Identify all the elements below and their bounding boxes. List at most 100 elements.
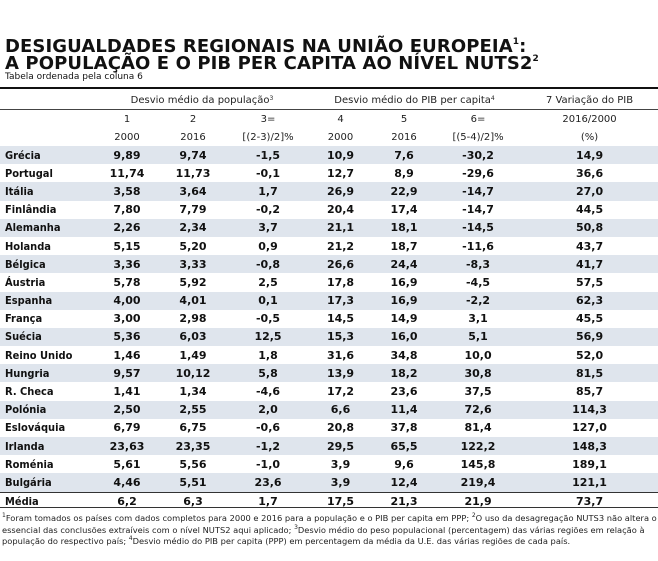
country-cell: Roménia	[5, 457, 54, 471]
col-subheader: 2016	[391, 131, 417, 143]
value-cell: 57,5	[575, 275, 604, 289]
value-cell: 2,98	[179, 312, 207, 326]
value-cell: 5,36	[96, 327, 158, 347]
value-cell: 14,9	[390, 312, 418, 326]
value-cell: 2,0	[228, 400, 309, 419]
value-cell: 10,9	[308, 146, 374, 165]
footnote-3: Desvio médio do peso populacional (perce…	[2, 524, 645, 547]
col-subheader: (%)	[580, 131, 599, 143]
value-cell: 3,36	[96, 255, 158, 274]
value-cell: 26,6	[308, 255, 374, 274]
value-cell: 24,4	[373, 255, 436, 274]
value-cell: 10,12	[158, 364, 228, 383]
value-cell: 1,46	[113, 348, 141, 362]
value-cell: -0,1	[255, 166, 281, 180]
value-cell: 6,3	[158, 491, 228, 511]
header-group-row: Desvio médio da população3 Desvio médio …	[0, 91, 658, 110]
table-row: Finlândia 7,80 7,79 -0,2 20,4 17,4 -14,7 44,5	[0, 201, 658, 219]
value-cell: 13,9	[308, 364, 374, 383]
value-cell: 23,6	[228, 473, 309, 493]
title-line-1: DESIGUALDADES REGIONAIS NA UNIÃO EUROPEI…	[5, 36, 527, 57]
title-line-2: A POPULAÇÃO E O PIB PER CAPITA AO NÍVEL …	[5, 53, 539, 74]
value-cell: 0,1	[228, 291, 309, 310]
value-cell: 5,20	[179, 239, 207, 253]
value-cell: 3,1	[468, 312, 488, 326]
value-cell: 37,5	[464, 385, 492, 399]
value-cell: 3,00	[113, 312, 141, 326]
value-cell: 41,7	[521, 255, 658, 274]
country-cell: Bélgica	[0, 255, 96, 274]
value-cell: 219,4	[435, 473, 522, 493]
country-cell: Portugal	[5, 166, 53, 180]
value-cell: 2,55	[158, 400, 228, 419]
top-rule	[0, 87, 658, 89]
group-header-population: Desvio médio da população3	[130, 94, 274, 106]
country-cell: R. Checa	[5, 385, 54, 399]
value-cell: -1,5	[228, 146, 309, 165]
value-cell: 12,4	[373, 473, 436, 493]
value-cell: 0,9	[258, 239, 278, 253]
country-cell: França	[5, 312, 43, 326]
value-cell: 5,15	[113, 239, 141, 253]
value-cell: 1,8	[258, 348, 278, 362]
value-cell: -4,6	[255, 385, 281, 399]
value-cell: 12,7	[326, 166, 355, 180]
value-cell: 8,9	[394, 166, 414, 180]
col-number: 2	[158, 109, 228, 128]
value-cell: 6,6	[308, 400, 374, 419]
value-cell: 10,0	[464, 348, 492, 362]
value-cell: 20,4	[326, 203, 355, 217]
group-header-variation: 7 Variação do PIB	[545, 94, 634, 106]
data-table: Desvio médio da população3 Desvio médio …	[0, 91, 658, 511]
value-cell: 30,8	[435, 364, 522, 383]
table-row: R. Checa 1,41 1,34 -4,6 17,2 23,6 37,5 85,7	[0, 382, 658, 400]
col-subheader: 2000	[327, 131, 354, 143]
value-cell: 145,8	[460, 457, 496, 471]
value-cell: 6,03	[158, 327, 228, 347]
value-cell: 81,5	[521, 364, 658, 383]
value-cell: 4,01	[158, 291, 228, 310]
value-cell: 7,79	[179, 203, 207, 217]
col-subheader: 2000	[114, 131, 140, 143]
table-row: Irlanda 23,63 23,35 -1,2 29,5 65,5 122,2 148,3	[0, 437, 658, 456]
value-cell: -1,2	[228, 437, 309, 456]
footnotes: 1Foram tomados os países com dados compl…	[2, 512, 657, 547]
value-cell: 21,3	[373, 491, 436, 511]
value-cell: -1,0	[255, 457, 281, 471]
table-row: França 3,00 2,98 -0,5 14,5 14,9 3,1 45,5	[0, 310, 658, 328]
value-cell: 14,9	[521, 146, 658, 165]
value-cell: 15,3	[308, 327, 374, 347]
value-cell: 3,9	[308, 473, 374, 493]
country-cell: Grécia	[0, 146, 96, 165]
value-cell: 1,34	[179, 385, 207, 399]
value-cell: 52,0	[575, 348, 604, 362]
value-cell: 2,34	[158, 218, 228, 237]
value-cell: 21,1	[308, 218, 374, 237]
value-cell: 3,33	[158, 255, 228, 274]
table-row: Áustria 5,78 5,92 2,5 17,8 16,9 -4,5 57,5	[0, 273, 658, 291]
table-row: Eslováquia 6,79 6,75 -0,6 20,8 37,8 81,4 127,0	[0, 419, 658, 437]
value-cell: 20,8	[326, 421, 355, 435]
value-cell: 1,41	[113, 385, 141, 399]
value-cell: 22,9	[373, 182, 436, 201]
country-cell: Eslováquia	[5, 421, 66, 435]
col-number: 2016/2000	[521, 109, 658, 128]
table-row: Suécia 5,36 6,03 12,5 15,3 16,0 5,1 56,9	[0, 327, 658, 347]
value-cell: 31,6	[326, 348, 355, 362]
value-cell: 5,92	[179, 275, 207, 289]
table-row: Bélgica 3,36 3,33 -0,8 26,6 24,4 -8,3 41,7	[0, 255, 658, 274]
value-cell: 21,2	[326, 239, 355, 253]
value-cell: 21,9	[435, 491, 522, 511]
value-cell: -4,5	[465, 275, 491, 289]
country-cell: Holanda	[5, 239, 51, 253]
value-cell: 9,89	[96, 146, 158, 165]
value-cell: 5,8	[228, 364, 309, 383]
value-cell: 17,3	[308, 291, 374, 310]
col-number: 4	[308, 109, 374, 128]
value-cell: 11,73	[175, 166, 211, 180]
value-cell: 3,58	[96, 182, 158, 201]
header-sub-row: 2000 2016 [(2-3)/2]% 2000 2016 [(5-4)/2]…	[0, 128, 658, 146]
value-cell: -0,6	[255, 421, 281, 435]
value-cell: -30,2	[435, 146, 522, 165]
value-cell: 5,78	[113, 275, 141, 289]
